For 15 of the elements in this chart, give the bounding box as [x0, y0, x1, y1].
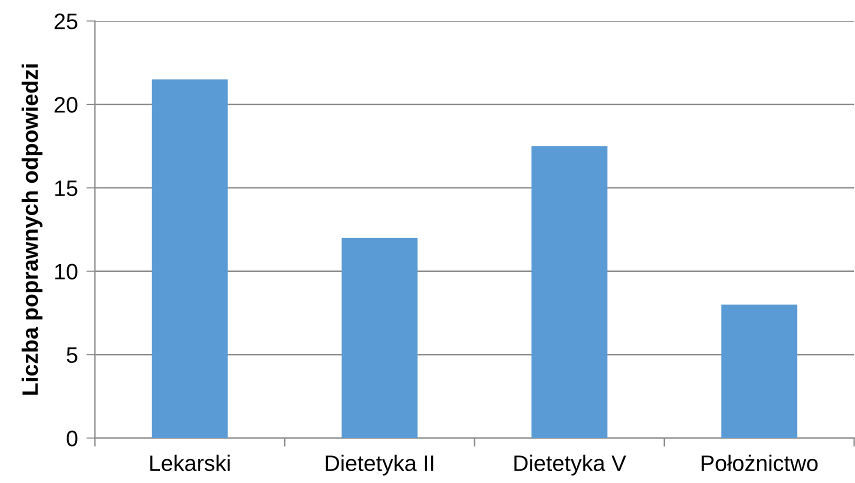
x-tick-label: Dietetyka II	[326, 454, 434, 476]
y-tick-label: 15	[55, 180, 78, 196]
y-axis-title: Liczba poprawnych odpowiedzi	[22, 64, 42, 395]
x-tick-label: Lekarski	[150, 454, 230, 472]
y-tick-label: 20	[54, 96, 78, 113]
y-tick-label: 0	[66, 430, 78, 446]
bar	[152, 79, 228, 438]
x-tick-label: Dietetyka V	[514, 454, 626, 476]
bar	[721, 304, 798, 438]
y-tick-label: 10	[55, 264, 78, 280]
y-tick-label: 5	[66, 347, 78, 363]
bar	[531, 146, 608, 438]
bar	[342, 238, 418, 438]
x-tick-label: Położnictwo	[702, 454, 818, 472]
y-tick-label: 25	[54, 14, 78, 30]
